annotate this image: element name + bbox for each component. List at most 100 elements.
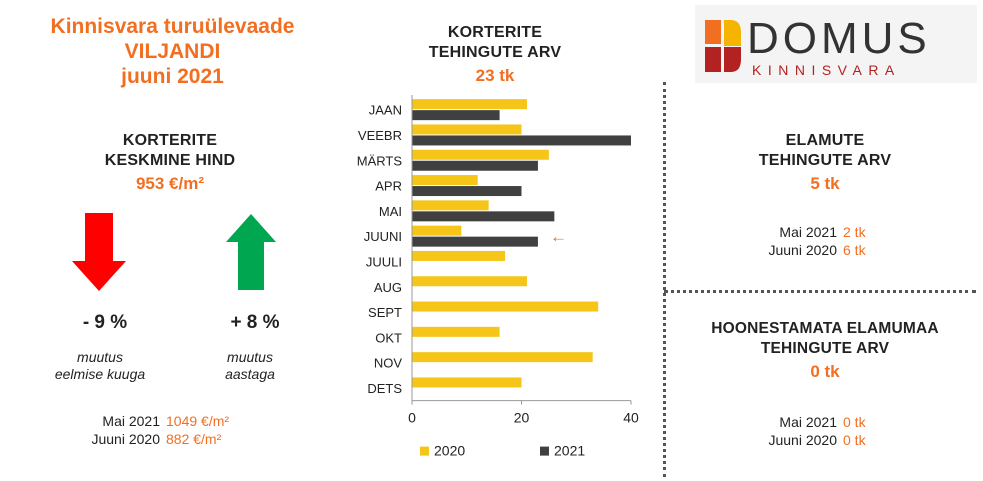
houses-title-line2: TEHINGUTE ARV [758, 152, 892, 169]
price-comparison: Mai 2021 1049 €/m² Juuni 2020 882 €/m² [60, 412, 300, 448]
bar-2021 [412, 186, 522, 197]
land-cmp1-label: Mai 2021 [779, 414, 837, 430]
yearly-caption-line2: aastaga [225, 366, 275, 382]
legend-swatch-2020 [420, 446, 429, 456]
x-tick-label: 20 [514, 410, 530, 426]
houses-value: 5 tk [810, 174, 840, 193]
legend-label-2021: 2021 [554, 443, 585, 459]
price-cmp2-label: Juuni 2020 [91, 431, 160, 447]
arrow-down-icon [72, 213, 126, 291]
category-label: MÄRTS [357, 153, 403, 168]
arrow-up-shape [226, 214, 276, 290]
houses-cmp1-value: 2 tk [843, 224, 866, 240]
price-title: KORTERITE KESKMINE HIND [60, 131, 280, 171]
price-title-line2: KESKMINE HIND [104, 152, 236, 169]
category-label: APR [375, 179, 402, 194]
land-title-line1: HOONESTAMATA ELAMUMAA [711, 320, 939, 337]
category-label: AUG [374, 280, 402, 295]
yearly-change: + 8 % [230, 312, 280, 333]
report-title-line3: juuni 2021 [121, 65, 224, 88]
logo-subtitle: KINNISVARA [752, 62, 901, 78]
category-label: JAAN [369, 103, 402, 118]
houses-cmp-row-1: Mai 2021 2 tk [735, 223, 935, 241]
bar-2020 [412, 301, 599, 312]
bar-2021 [412, 211, 555, 222]
vertical-divider [663, 82, 666, 477]
arrow-down-shape [72, 213, 126, 291]
logo-tile-yellow [724, 20, 741, 46]
x-tick-label: 0 [408, 410, 416, 426]
x-tick-label: 40 [623, 410, 639, 426]
report-title: Kinnisvara turuülevaade VILJANDI juuni 2… [0, 14, 345, 89]
price-cmp1-label: Mai 2021 [102, 413, 160, 429]
houses-title: ELAMUTE TEHINGUTE ARV [690, 131, 960, 171]
report-title-line1: Kinnisvara turuülevaade [50, 15, 295, 38]
bar-2020 [412, 149, 549, 160]
category-label: DETS [367, 381, 402, 396]
bar-2021 [412, 135, 631, 146]
logo-tile-red [705, 47, 721, 72]
price-cmp-row-2: Juuni 2020 882 €/m² [60, 430, 300, 448]
land-cmp-row-2: Juuni 2020 0 tk [735, 431, 935, 449]
houses-cmp1-label: Mai 2021 [779, 224, 837, 240]
chart-title-line1: KORTERITE [447, 24, 543, 41]
land-cmp-row-1: Mai 2021 0 tk [735, 413, 935, 431]
category-label: MAI [379, 204, 402, 219]
price-cmp2-value: 882 €/m² [166, 431, 222, 447]
category-label: VEEBR [358, 128, 402, 143]
bar-2020 [412, 200, 489, 211]
bar-2020 [412, 326, 500, 337]
price-value: 953 €/m² [135, 174, 205, 193]
monthly-change-caption: muutus eelmise kuuga [35, 349, 165, 383]
logo-background [695, 5, 977, 83]
yearly-caption-line1: muutus [227, 349, 273, 365]
bar-2020 [412, 352, 593, 363]
land-cmp1-value: 0 tk [843, 414, 866, 430]
chart-subtitle: 23 tk [475, 66, 515, 85]
land-comparison: Mai 2021 0 tk Juuni 2020 0 tk [735, 413, 935, 449]
yearly-change-caption: muutus aastaga [185, 349, 315, 383]
houses-cmp-row-2: Juuni 2020 6 tk [735, 241, 935, 259]
price-cmp1-value: 1049 €/m² [166, 413, 230, 429]
houses-cmp2-value: 6 tk [843, 242, 866, 258]
bar-2020 [412, 225, 462, 236]
bar-2020 [412, 250, 506, 261]
bar-2020 [412, 124, 522, 135]
monthly-caption-line2: eelmise kuuga [54, 366, 146, 382]
houses-title-line1: ELAMUTE [785, 132, 865, 149]
bar-2021 [412, 160, 538, 171]
logo-tile-darkred [724, 47, 741, 72]
bar-2021 [412, 236, 538, 247]
bar-2020 [412, 276, 527, 287]
bar-2020 [412, 175, 478, 186]
land-title: HOONESTAMATA ELAMUMAA TEHINGUTE ARV [672, 319, 978, 359]
category-label: OKT [375, 330, 402, 345]
price-title-line1: KORTERITE [122, 132, 218, 149]
logo-tile-orange [705, 20, 721, 44]
bar-2020 [412, 99, 527, 110]
bar-2020 [412, 377, 522, 388]
arrow-up-icon [226, 214, 276, 290]
houses-cmp2-label: Juuni 2020 [768, 242, 837, 258]
houses-comparison: Mai 2021 2 tk Juuni 2020 6 tk [735, 223, 935, 259]
horizontal-divider [664, 290, 976, 293]
annotation-arrow-icon: ← [550, 227, 567, 246]
legend-swatch-2021 [540, 446, 549, 456]
land-value: 0 tk [810, 362, 840, 381]
bar-2021 [412, 110, 500, 121]
monthly-change: - 9 % [82, 312, 128, 333]
legend-label-2020: 2020 [434, 443, 465, 459]
land-cmp2-label: Juuni 2020 [768, 432, 837, 448]
category-label: JUUNI [364, 229, 402, 244]
report-title-line2: VILJANDI [124, 40, 221, 63]
chart-title-line2: TEHINGUTE ARV [428, 44, 562, 61]
monthly-caption-line1: muutus [77, 349, 123, 365]
category-label: NOV [374, 356, 403, 371]
land-cmp2-value: 0 tk [843, 432, 866, 448]
price-cmp-row-1: Mai 2021 1049 €/m² [60, 412, 300, 430]
domus-logo-icon [705, 20, 741, 72]
land-title-line2: TEHINGUTE ARV [760, 340, 890, 357]
category-label: JUULI [366, 254, 402, 269]
logo-name: DOMUS [747, 14, 931, 63]
chart-title: KORTERITE TEHINGUTE ARV [410, 23, 580, 63]
